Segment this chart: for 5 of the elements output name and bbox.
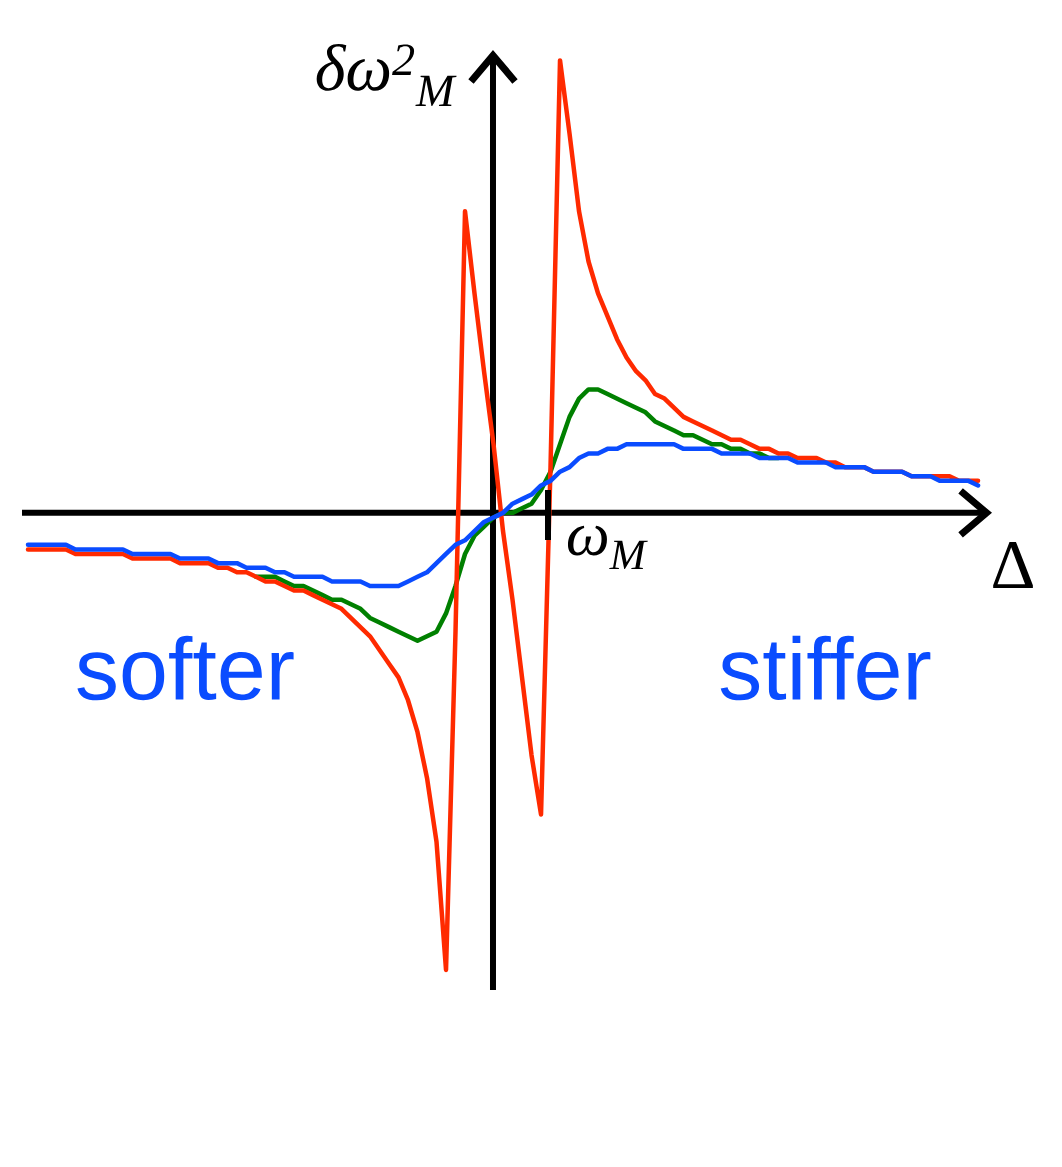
annotation: stiffer (720, 635, 931, 701)
x-axis-title: Δ (993, 541, 1033, 589)
annotation: softer (77, 635, 294, 701)
annotation: ω$_{M}$ (567, 525, 648, 570)
y-axis-title: δω$^{2}$M (316, 43, 457, 107)
